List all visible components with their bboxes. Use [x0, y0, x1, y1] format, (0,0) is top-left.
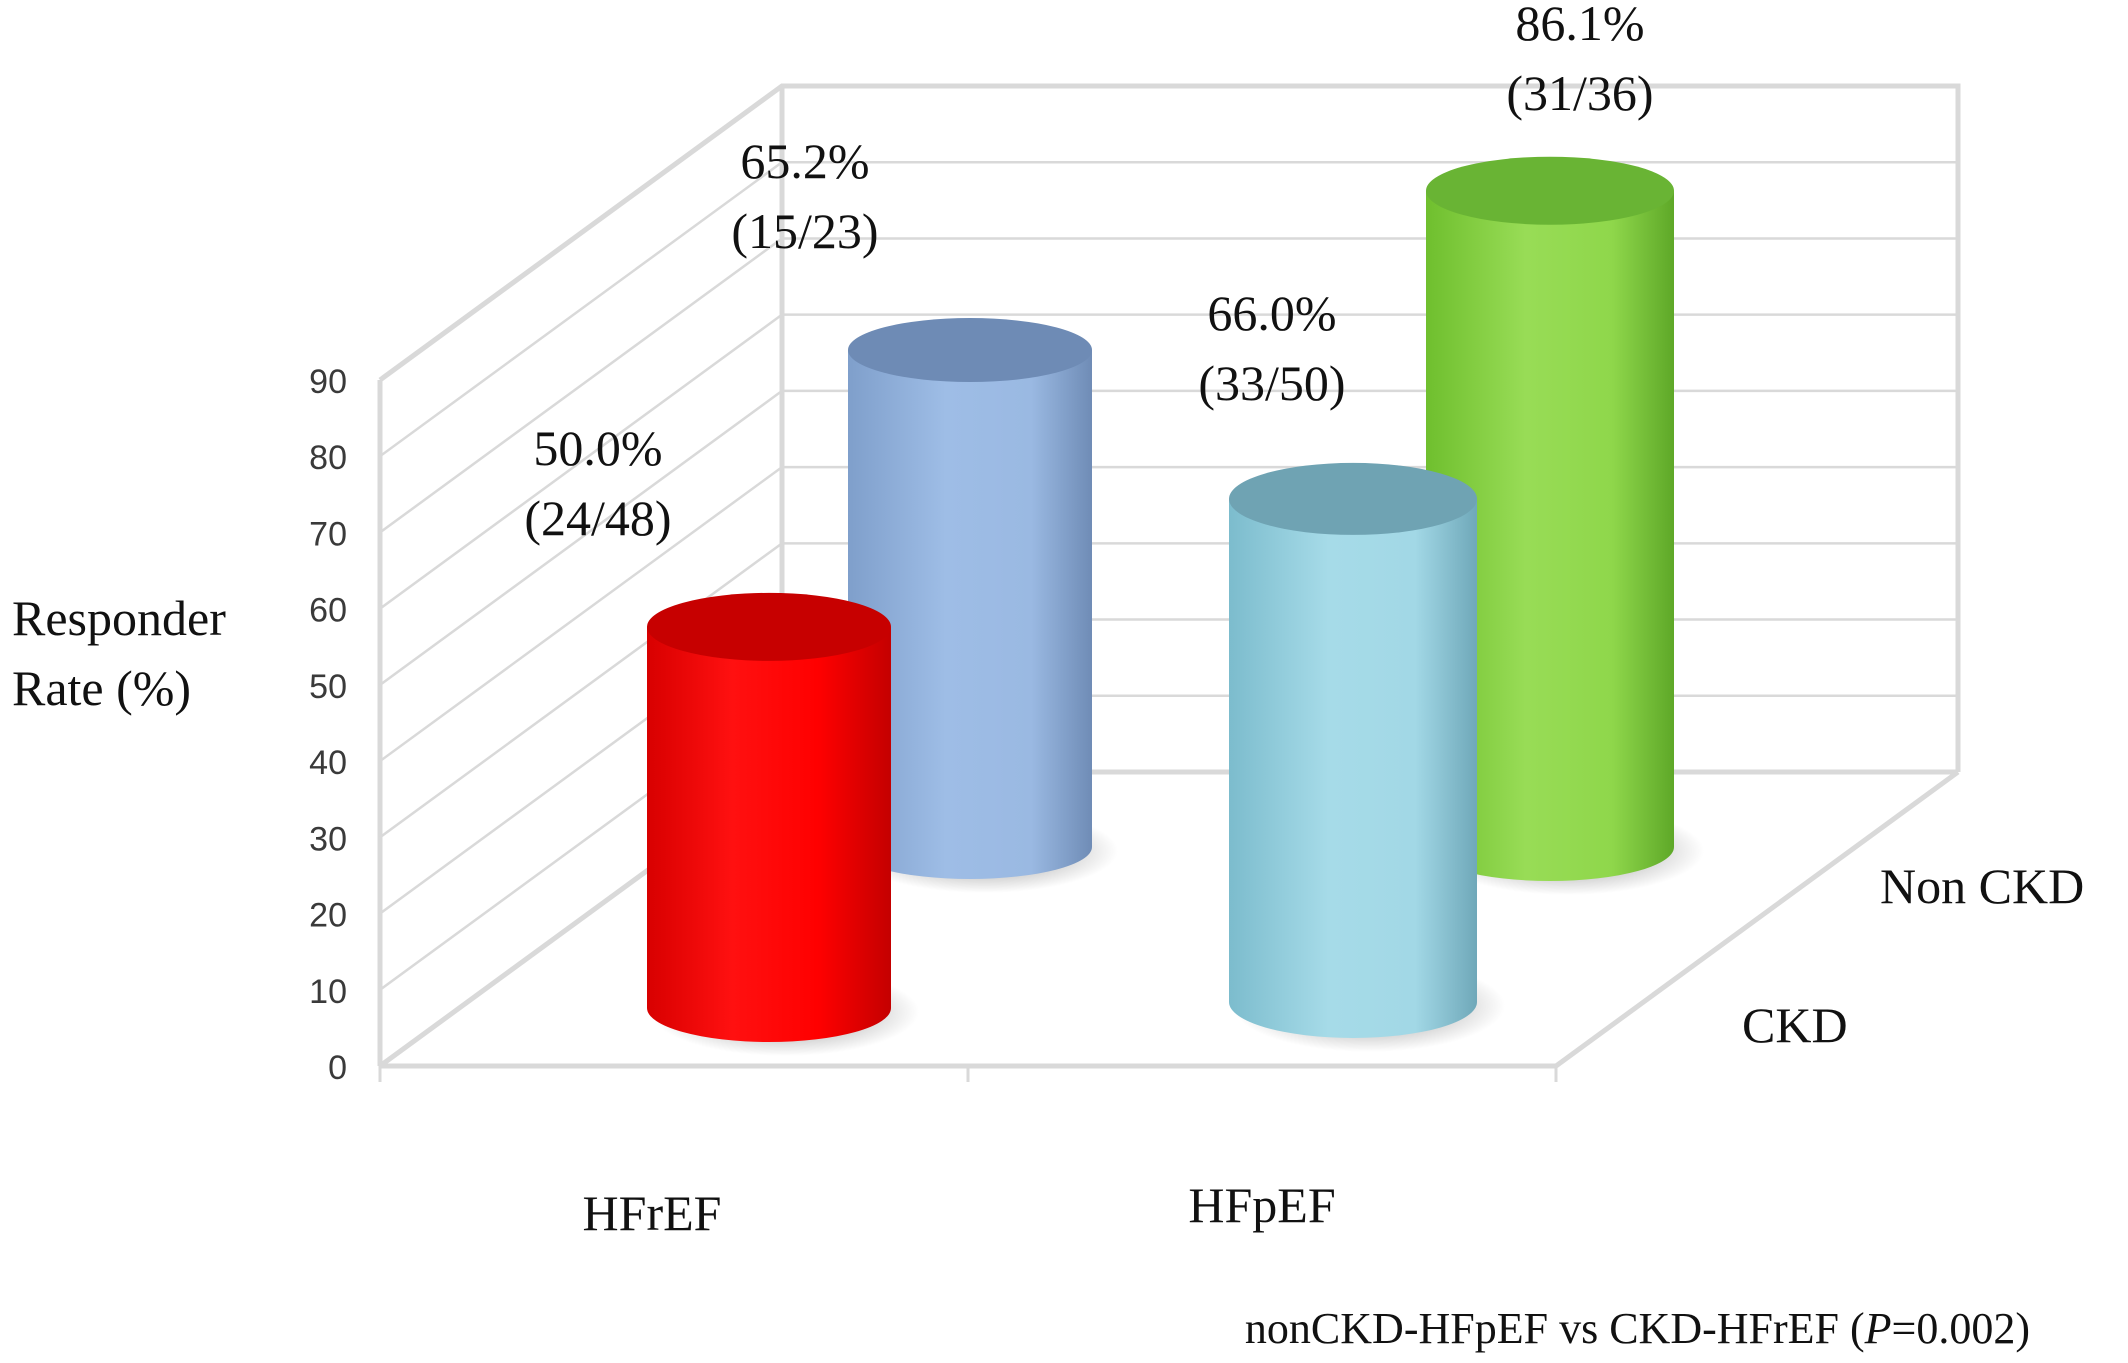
back-wall-outline [378, 83, 1961, 772]
y-tick-label: 80 [309, 439, 347, 477]
data-label: 50.0% (24/48) [524, 420, 671, 546]
y-tick-label: 10 [309, 973, 347, 1011]
floor-right-edge [1554, 769, 1960, 1069]
bar-nonckd-hfpef [1426, 156, 1704, 895]
category-label-hfref: HFrEF [583, 1185, 722, 1241]
bar-body [647, 626, 891, 1042]
bar-body [848, 350, 1092, 879]
bar-ckd-hfref [647, 592, 919, 1056]
bar-top [1426, 156, 1674, 225]
y-axis-title-line-2: Rate (%) [12, 660, 191, 716]
y-axis-title: Responder Rate (%) [12, 590, 238, 716]
bar-top [647, 592, 891, 661]
annotation-tail: =0.002) [1892, 1304, 2030, 1353]
bar-nonckd-hfref [848, 318, 1118, 893]
series-label-ckd: CKD [1742, 997, 1848, 1053]
data-label: 86.1% (31/36) [1506, 0, 1653, 121]
y-tick-label: 30 [309, 820, 347, 858]
bar-top [1229, 462, 1477, 535]
bar-body [1426, 190, 1674, 881]
data-label-line: (31/36) [1506, 65, 1653, 121]
y-axis-title-line-1: Responder [12, 590, 226, 646]
annotation-text: nonCKD-HFpEF vs CKD-HFrEF ( [1245, 1304, 1865, 1353]
data-label-line: (33/50) [1198, 355, 1345, 411]
bar-body [1229, 498, 1477, 1038]
data-label-line: 66.0% [1207, 285, 1336, 341]
y-tick-label: 40 [309, 744, 347, 782]
y-tick-label: 90 [309, 363, 347, 401]
significance-annotation: nonCKD-HFpEF vs CKD-HFrEF (P=0.002) [1245, 1304, 2030, 1353]
bar-top [848, 318, 1092, 383]
y-tick-label: 50 [309, 668, 347, 706]
data-label: 65.2% (15/23) [731, 133, 878, 259]
data-label-line: (24/48) [524, 490, 671, 546]
y-tick-labels: 0 10 20 30 40 50 60 70 80 90 [309, 363, 347, 1087]
annotation-p: P [1864, 1304, 1892, 1353]
chart-frame [377, 83, 1961, 1069]
data-label-line: 50.0% [533, 420, 662, 476]
data-label-line: 86.1% [1515, 0, 1644, 51]
y-tick-label: 20 [309, 897, 347, 935]
y-tick-label: 60 [309, 592, 347, 630]
series-label-non-ckd: Non CKD [1880, 858, 2084, 914]
data-label-line: 65.2% [740, 133, 869, 189]
data-labels: 65.2% (15/23) 86.1% (31/36) 50.0% (24/48) 66.0… [524, 0, 1653, 546]
x-tick-marks [378, 1066, 1558, 1082]
data-label: 66.0% (33/50) [1198, 285, 1345, 411]
bars [647, 156, 1704, 1056]
data-label-line: (15/23) [731, 203, 878, 259]
y-tick-label: 70 [309, 515, 347, 553]
gridlines [379, 160, 1958, 991]
category-label-hfpef: HFpEF [1188, 1177, 1335, 1233]
y-tick-label: 0 [328, 1049, 347, 1087]
bar-ckd-hfpef [1229, 462, 1505, 1052]
